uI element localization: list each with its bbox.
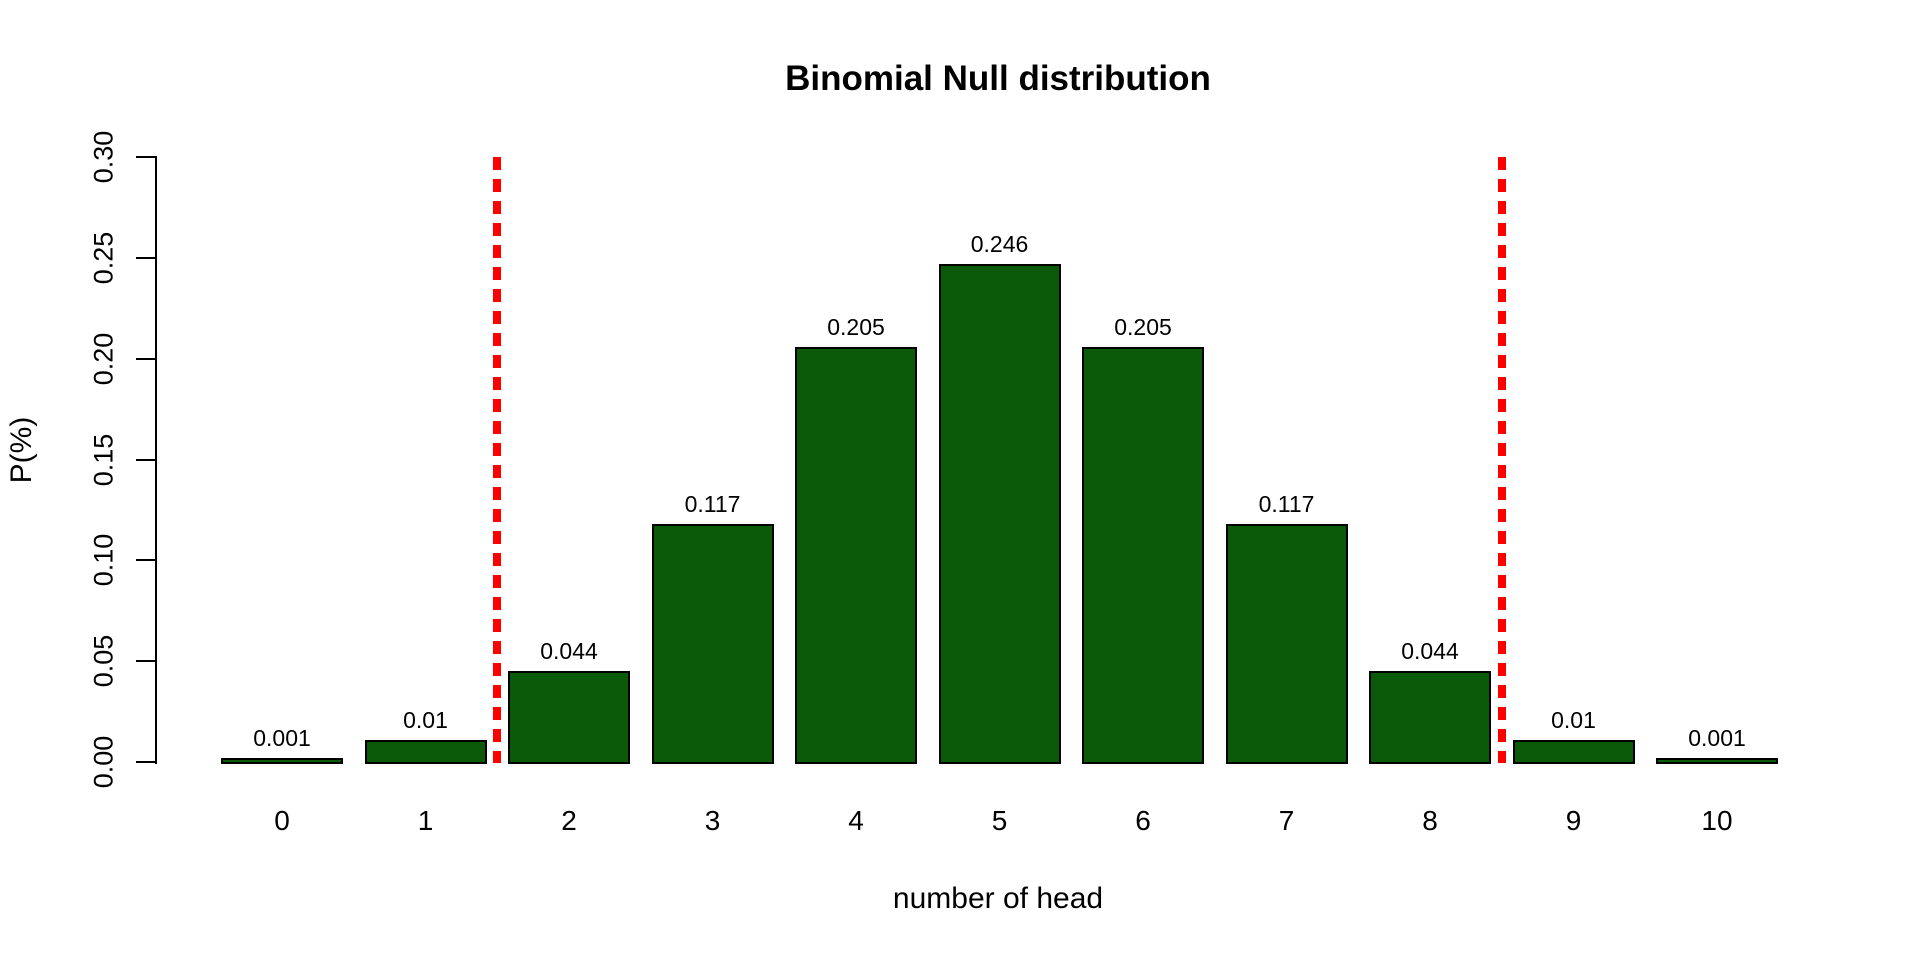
y-tick-mark bbox=[136, 357, 157, 360]
bar-0 bbox=[221, 758, 343, 764]
x-tick-label: 0 bbox=[274, 805, 290, 836]
x-tick-label: 1 bbox=[417, 805, 434, 836]
x-tick-label: 3 bbox=[704, 805, 721, 836]
bar-value-label: 0.117 bbox=[684, 491, 741, 517]
y-tick-label-text: 0.25 bbox=[88, 231, 119, 285]
x-tick-label: 2 bbox=[561, 805, 577, 836]
bar-2 bbox=[508, 671, 630, 764]
bar-value-label: 0.044 bbox=[1401, 638, 1459, 664]
bar-5 bbox=[938, 264, 1061, 764]
bar-value-label: 0.044 bbox=[540, 638, 598, 664]
y-axis-title-text: P(%) bbox=[5, 416, 38, 484]
x-tick-label: 7 bbox=[1278, 805, 1295, 836]
y-tick-mark bbox=[136, 660, 157, 663]
y-tick-mark bbox=[136, 761, 157, 763]
x-tick-label: 8 bbox=[1422, 805, 1438, 836]
bar-9 bbox=[1512, 740, 1635, 764]
bar-value-label: 0.205 bbox=[827, 314, 885, 340]
x-tick-label: 6 bbox=[1135, 805, 1151, 836]
bar-8 bbox=[1369, 671, 1491, 764]
x-axis-title: number of head bbox=[892, 882, 1104, 915]
critical-value-vline bbox=[1497, 157, 1506, 763]
bar-7 bbox=[1225, 524, 1348, 764]
bar-value-label: 0.117 bbox=[1258, 491, 1315, 517]
y-tick-label-text: 0.05 bbox=[88, 634, 119, 688]
y-tick-label-text: 0.20 bbox=[88, 332, 119, 385]
y-tick-mark bbox=[136, 156, 157, 158]
y-tick-label-text: 0.30 bbox=[88, 130, 119, 184]
y-tick-label-text: 0.15 bbox=[88, 433, 119, 486]
bar-value-label: 0.205 bbox=[1114, 314, 1172, 340]
y-tick-label-text: 0.00 bbox=[88, 735, 119, 789]
bar-6 bbox=[1082, 347, 1204, 764]
bar-4 bbox=[795, 347, 917, 764]
x-tick-label: 5 bbox=[991, 805, 1008, 836]
chart-title: Binomial Null distribution bbox=[785, 59, 1211, 98]
y-tick-mark bbox=[136, 458, 157, 461]
y-tick-label-text: 0.10 bbox=[88, 534, 119, 587]
bar-1 bbox=[364, 740, 487, 764]
x-tick-label: 9 bbox=[1565, 805, 1582, 836]
y-tick-mark bbox=[136, 559, 157, 562]
x-tick-label: 4 bbox=[848, 805, 864, 836]
bar-value-label: 0.01 bbox=[1551, 707, 1596, 733]
bar-3 bbox=[651, 524, 774, 764]
y-tick-mark bbox=[136, 256, 157, 259]
bar-value-label: 0.246 bbox=[970, 231, 1029, 257]
bar-value-label: 0.001 bbox=[253, 725, 311, 751]
bar-value-label: 0.01 bbox=[403, 707, 448, 733]
bar-10 bbox=[1656, 758, 1778, 764]
critical-value-vline bbox=[493, 157, 502, 763]
x-tick-label: 10 bbox=[1701, 805, 1733, 836]
bar-value-label: 0.001 bbox=[1688, 725, 1746, 751]
